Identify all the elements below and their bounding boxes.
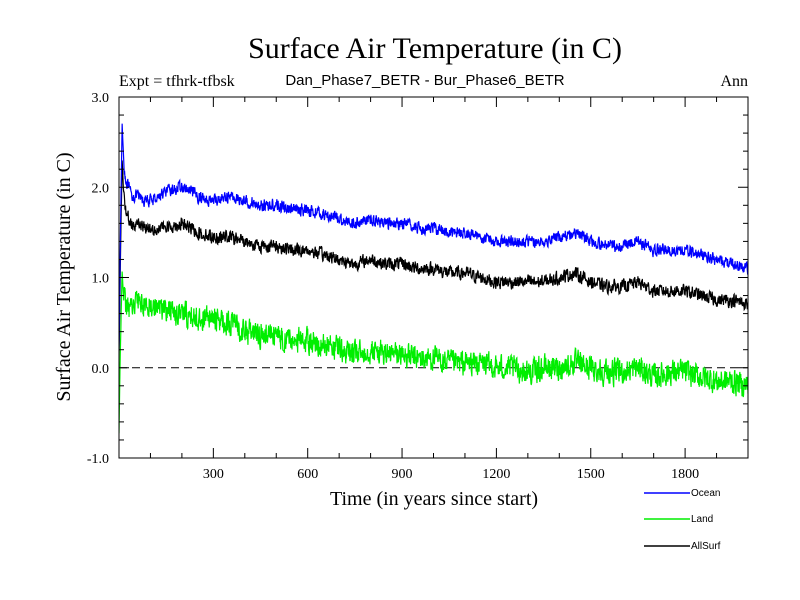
y-axis-label: Surface Air Temperature (in C) [53,152,75,401]
series-line-land [119,271,748,434]
y-tick-label: -1.0 [87,452,109,467]
axis-ticks [119,96,748,459]
y-tick-label: 3.0 [92,91,110,106]
x-tick-label: 900 [392,467,413,482]
x-tick-label: 300 [203,467,224,482]
tick-labels: 300 600 900 1200 1500 1800 -1.0 0.0 1.0 2.0 3.0 [87,91,699,482]
legend-label-land: Land [691,514,713,525]
y-tick-label: 0.0 [92,362,110,377]
series-group [119,123,748,434]
x-tick-label: 1800 [671,467,699,482]
chart-title: Surface Air Temperature (in C) [248,32,622,65]
y-tick-label: 2.0 [92,181,110,196]
plot-frame [118,96,749,459]
chart-subtitle-period: Ann [720,73,748,90]
chart-subtitle-experiment: Expt = tfhrk-tfbsk [119,73,235,90]
series-line-ocean [119,123,748,351]
x-tick-label: 1500 [577,467,605,482]
legend-label-ocean: Ocean [691,488,720,499]
y-tick-label: 1.0 [92,272,110,287]
legend-label-allsurf: AllSurf [691,541,721,552]
x-axis-label: Time (in years since start) [330,488,538,510]
legend: Ocean Land AllSurf [644,488,721,552]
chart-subtitle-runs: Dan_Phase7_BETR - Bur_Phase6_BETR [285,72,564,89]
series-line-allsurf [119,160,748,360]
x-tick-label: 600 [297,467,318,482]
x-tick-label: 1200 [482,467,510,482]
